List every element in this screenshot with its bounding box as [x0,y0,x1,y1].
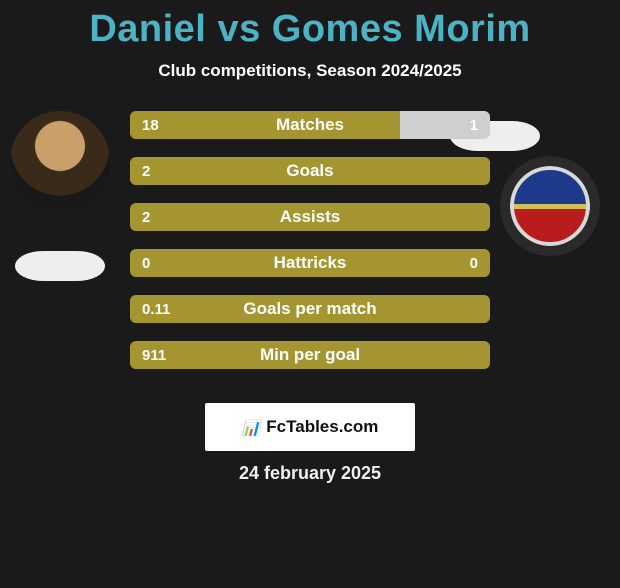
stat-row: 2Assists [130,203,490,231]
subtitle: Club competitions, Season 2024/2025 [0,61,620,81]
stat-left-value: 18 [130,111,400,139]
source-badge[interactable]: 📊 FcTables.com [205,403,415,451]
page-title: Daniel vs Gomes Morim [0,8,620,51]
stat-row: 0.11Goals per match [130,295,490,323]
stat-bars: 181Matches 2Goals 2Assists 00Hattricks 0.11G… [130,111,490,387]
stat-left-value: 2 [130,203,490,231]
stat-right-value: 0 [310,249,490,277]
stat-right-value: 1 [400,111,490,139]
date-text: 24 february 2025 [0,463,620,484]
chart-icon: 📊 [242,419,261,437]
avatar-right [500,156,600,256]
stat-left-value: 911 [130,341,490,369]
title-player-left: Daniel [89,8,206,50]
title-vs: vs [217,8,260,50]
stat-row: 00Hattricks [130,249,490,277]
title-player-right: Gomes Morim [272,8,531,50]
flag-left-icon [15,251,105,281]
stat-row: 181Matches [130,111,490,139]
stat-left-value: 0 [130,249,310,277]
avatar-left [10,111,110,211]
stat-left-value: 0.11 [130,295,490,323]
source-label: FcTables.com [266,417,378,437]
stat-left-value: 2 [130,157,490,185]
stat-row: 911Min per goal [130,341,490,369]
stat-row: 2Goals [130,157,490,185]
club-crest-icon [510,166,590,246]
